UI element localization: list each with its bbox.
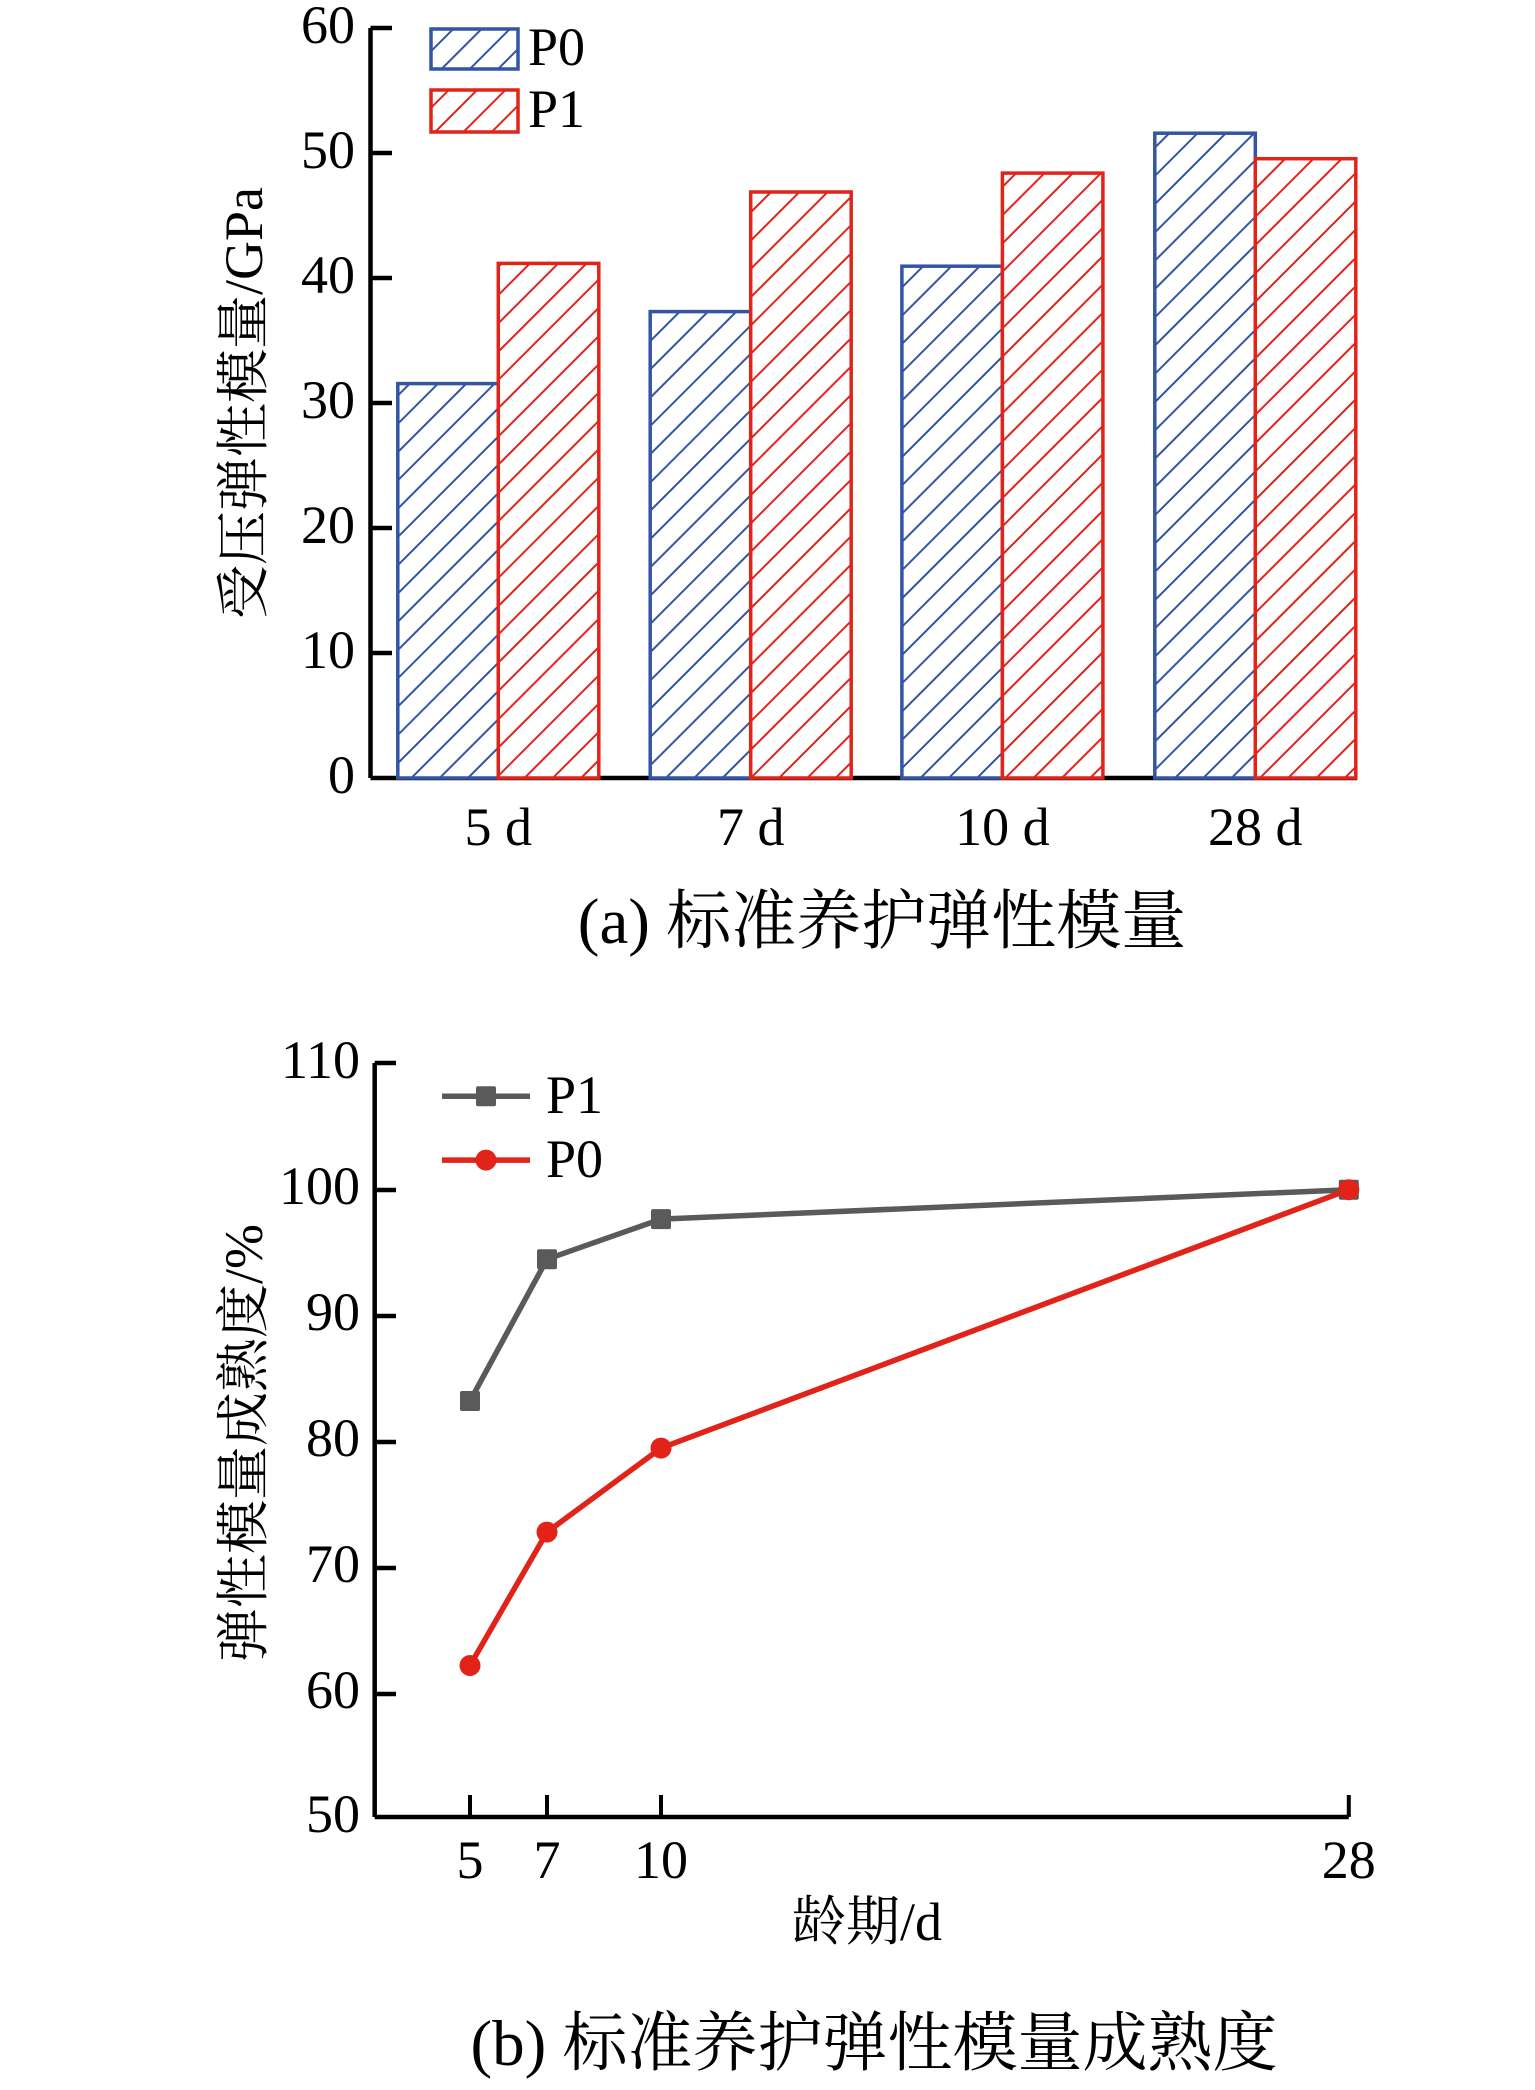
svg-text:10 d: 10 d (955, 797, 1050, 857)
svg-text:70: 70 (306, 1534, 360, 1594)
svg-text:40: 40 (301, 245, 355, 305)
svg-text:20: 20 (301, 495, 355, 555)
svg-text:P1: P1 (528, 79, 585, 139)
svg-text:100: 100 (279, 1156, 360, 1216)
svg-text:P1: P1 (546, 1065, 603, 1125)
svg-text:P0: P0 (528, 17, 585, 77)
svg-text:(b) 标准养护弹性模量成熟度: (b) 标准养护弹性模量成熟度 (470, 2008, 1277, 2080)
svg-text:10: 10 (301, 620, 355, 680)
svg-text:60: 60 (301, 0, 355, 55)
svg-text:50: 50 (301, 120, 355, 180)
svg-text:龄期/d: 龄期/d (792, 1892, 942, 1952)
svg-text:110: 110 (281, 1030, 360, 1090)
svg-text:弹性模量成熟度/%: 弹性模量成熟度/% (214, 1224, 274, 1662)
svg-text:30: 30 (301, 370, 355, 430)
svg-text:90: 90 (306, 1282, 360, 1342)
svg-text:7: 7 (534, 1830, 561, 1890)
svg-text:0: 0 (328, 745, 355, 805)
svg-text:5 d: 5 d (465, 797, 533, 857)
svg-text:50: 50 (306, 1784, 360, 1844)
svg-text:5: 5 (457, 1830, 484, 1890)
svg-text:10: 10 (634, 1830, 688, 1890)
svg-text:P0: P0 (546, 1129, 603, 1189)
svg-text:28 d: 28 d (1208, 797, 1303, 857)
svg-text:80: 80 (306, 1408, 360, 1468)
svg-text:受压弹性模量/GPa: 受压弹性模量/GPa (214, 187, 274, 619)
svg-text:28: 28 (1322, 1830, 1376, 1890)
svg-text:7 d: 7 d (717, 797, 785, 857)
svg-text:(a) 标准养护弹性模量: (a) 标准养护弹性模量 (578, 886, 1186, 958)
svg-text:60: 60 (306, 1660, 360, 1720)
